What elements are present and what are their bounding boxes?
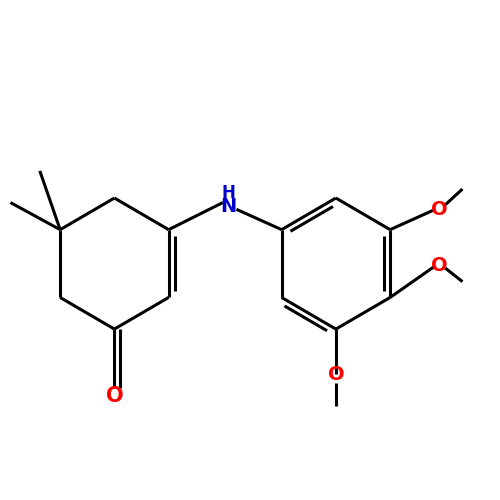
- Text: O: O: [430, 200, 448, 219]
- Text: O: O: [430, 256, 448, 276]
- Text: O: O: [106, 386, 123, 406]
- Text: H: H: [222, 184, 235, 202]
- Text: O: O: [328, 365, 344, 384]
- Text: N: N: [220, 196, 236, 216]
